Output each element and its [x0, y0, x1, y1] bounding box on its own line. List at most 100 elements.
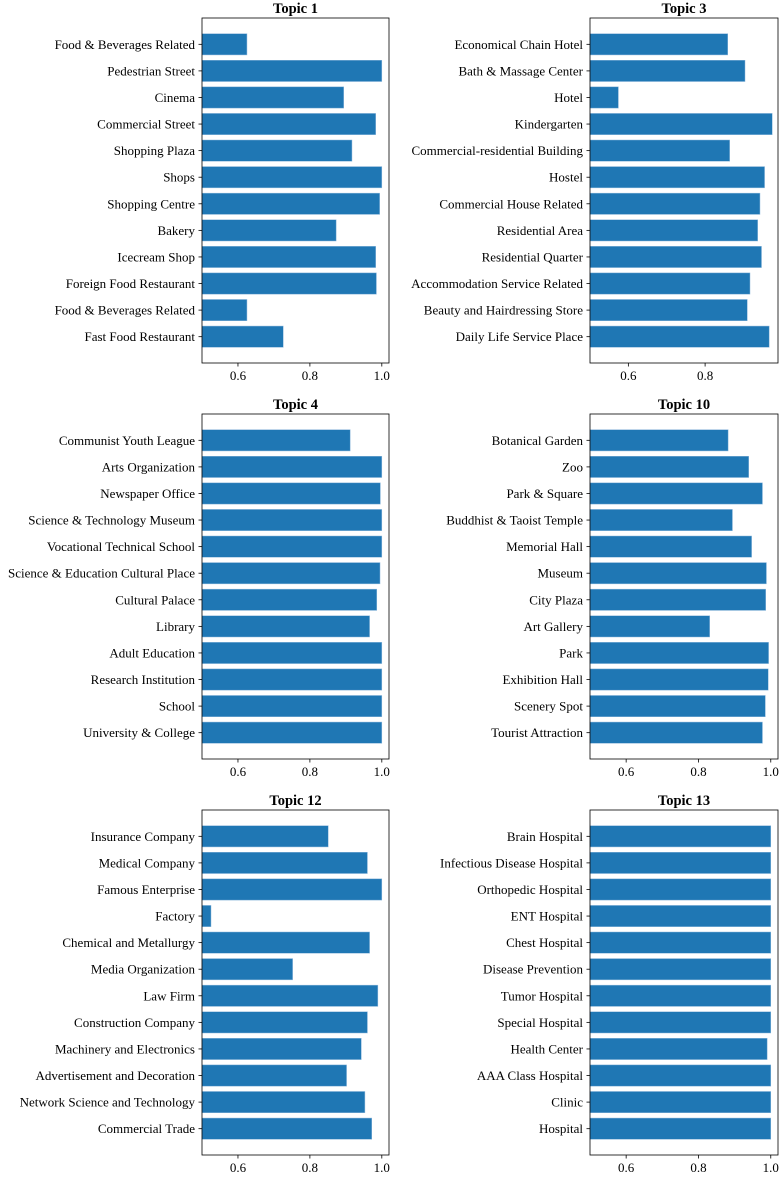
category-label: Media Organization — [91, 962, 196, 977]
category-label: Daily Life Service Place — [456, 329, 584, 344]
bar — [201, 166, 383, 189]
bar — [589, 668, 769, 691]
category-label: Park — [559, 645, 583, 660]
category-label: Shops — [163, 170, 195, 185]
bar — [589, 588, 766, 611]
category-label: Adult Education — [109, 645, 195, 660]
bar — [589, 535, 752, 558]
bar — [201, 1091, 366, 1113]
x-tick-label: 0.6 — [230, 764, 247, 779]
category-label: Hotel — [554, 90, 583, 105]
bar — [201, 642, 383, 664]
x-tick-label: 0.6 — [618, 764, 635, 779]
bar — [589, 192, 761, 215]
bar — [589, 272, 751, 295]
x-tick-label: 0.8 — [302, 368, 318, 383]
category-label: AAA Class Hospital — [477, 1068, 584, 1083]
bar — [589, 905, 772, 927]
bar — [201, 429, 351, 452]
chart-title: Topic 4 — [273, 397, 318, 413]
bar — [589, 721, 763, 744]
category-label: Disease Prevention — [483, 962, 584, 977]
bar — [201, 931, 370, 954]
bar — [201, 825, 329, 848]
panel-topic-13: Topic 13 Brain Hospital Infectious Disease… — [440, 793, 779, 1175]
x-tick-label: 1.0 — [374, 1160, 390, 1175]
category-label: Residential Area — [497, 223, 584, 238]
category-label: University & College — [83, 725, 195, 740]
bar — [589, 1117, 772, 1140]
bar — [201, 482, 381, 505]
category-label: Cultural Palace — [115, 592, 195, 607]
bar — [201, 60, 383, 82]
category-label: Tourist Attraction — [491, 725, 583, 740]
bar — [201, 984, 379, 1007]
category-label: Zoo — [562, 459, 583, 474]
bar — [201, 113, 376, 135]
category-label: Research Institution — [91, 672, 196, 687]
bar — [589, 166, 765, 189]
bar — [589, 852, 772, 874]
bar — [201, 325, 284, 348]
category-label: Art Gallery — [523, 619, 583, 634]
bar — [201, 958, 293, 981]
bar — [589, 429, 729, 452]
x-tick-label: 0.8 — [302, 764, 318, 779]
category-label: Accommodation Service Related — [411, 276, 583, 291]
category-label: Infectious Disease Hospital — [440, 855, 583, 870]
category-label: Network Science and Technology — [20, 1095, 196, 1110]
bar — [589, 695, 766, 717]
chart-title: Topic 1 — [273, 1, 318, 17]
category-label: Famous Enterprise — [97, 882, 195, 897]
bar — [589, 642, 769, 664]
bar — [589, 984, 772, 1007]
category-label: Law Firm — [143, 988, 195, 1003]
category-label: Vocational Technical School — [47, 539, 195, 554]
category-label: Science & Education Cultural Place — [8, 566, 195, 581]
bar — [589, 299, 748, 321]
category-label: Communist Youth League — [59, 433, 195, 448]
panel-topic-3: Topic 3 Economical Chain Hotel Bath & Mass… — [411, 1, 779, 383]
bar — [201, 852, 368, 874]
category-label: Food & Beverages Related — [55, 303, 196, 318]
category-label: Scenery Spot — [514, 699, 583, 714]
x-tick-label: 0.6 — [620, 368, 637, 383]
panel-topic-1: Topic 1 Food & Beverages Related Pedestria… — [55, 1, 390, 383]
x-tick-label: 0.6 — [230, 1160, 247, 1175]
category-label: Buddhist & Taoist Temple — [446, 513, 583, 528]
bar — [201, 588, 378, 611]
bar — [201, 299, 248, 321]
category-label: City Plaza — [529, 592, 583, 607]
axes-frame — [589, 17, 779, 364]
bar — [589, 931, 772, 954]
category-label: Construction Company — [74, 1015, 195, 1030]
bar — [589, 509, 733, 531]
bar — [589, 1011, 772, 1034]
category-label: Chest Hospital — [506, 935, 583, 950]
bar — [589, 825, 772, 848]
bar — [201, 192, 380, 215]
category-label: Hospital — [539, 1121, 583, 1136]
category-label: Special Hospital — [497, 1015, 583, 1030]
bar — [589, 482, 763, 505]
category-label: Insurance Company — [91, 829, 196, 844]
panel-topic-4: Topic 4 Communist Youth League Arts Organi… — [8, 397, 390, 779]
x-tick-label: 1.0 — [374, 764, 390, 779]
x-tick-label: 0.8 — [697, 368, 713, 383]
category-label: Health Center — [510, 1041, 583, 1056]
bar — [201, 535, 383, 558]
category-label: Chemical and Metallurgy — [62, 935, 195, 950]
category-label: Hostel — [549, 170, 583, 185]
panel-topic-10: Topic 10 Botanical Garden Zoo Park & Square… — [446, 397, 779, 779]
bar — [589, 325, 770, 348]
category-label: Orthopedic Hospital — [477, 882, 583, 897]
bar — [589, 958, 772, 981]
category-label: Kindergarten — [515, 117, 584, 132]
x-tick-label: 1.0 — [374, 368, 390, 383]
bar — [589, 139, 730, 162]
bar — [201, 1064, 347, 1087]
bar — [201, 1117, 372, 1140]
chart-title: Topic 10 — [658, 397, 710, 413]
category-label: School — [159, 699, 196, 714]
